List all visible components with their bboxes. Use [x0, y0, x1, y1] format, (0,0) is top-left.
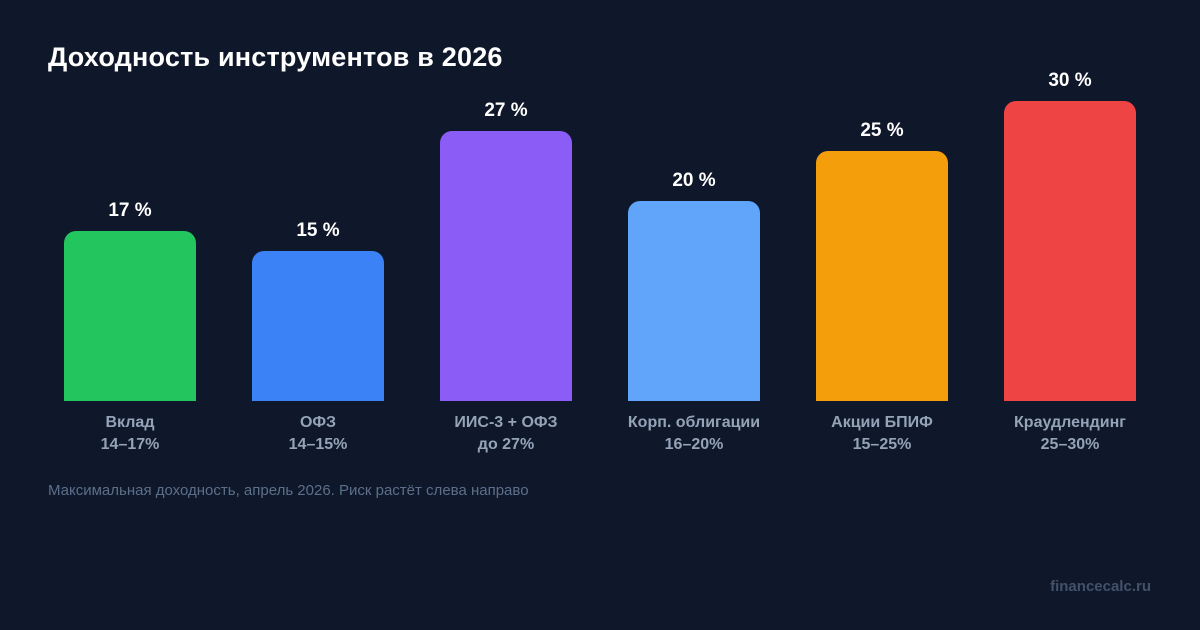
bar-column-iis3-ofz: 27 % ИИС-3 + ОФЗ до 27% [440, 69, 572, 456]
chart-title: Доходность инструментов в 2026 [48, 42, 503, 72]
bar-column-corp-bonds: 20 % Корп. облигации 16–20% [628, 69, 760, 456]
bar-value-label: 30 % [1048, 70, 1092, 91]
category-name: Краудлендинг [1014, 414, 1126, 431]
bar-column-crowdlending: 30 % Краудлендинг 25–30% [1004, 69, 1136, 456]
bar-category-label: ОФЗ 14–15% [289, 412, 348, 456]
category-name: Вклад [105, 414, 155, 431]
category-range: 14–17% [100, 436, 160, 453]
bar-category-label: Краудлендинг 25–30% [1014, 412, 1126, 456]
bar-stack: 25 % [816, 69, 948, 401]
bar-corp-bonds [628, 201, 760, 401]
bar-stack: 15 % [252, 69, 384, 401]
bar-value-label: 25 % [860, 120, 904, 141]
category-range: 14–15% [288, 436, 348, 453]
category-range: 15–25% [852, 436, 912, 453]
bar-category-label: Корп. облигации 16–20% [628, 412, 760, 456]
category-range: 25–30% [1040, 436, 1100, 453]
bar-stack: 17 % [64, 69, 196, 401]
bar-chart: 17 % Вклад 14–17% 15 % ОФЗ 14–15% 27 % И… [64, 69, 1136, 456]
category-name: Корп. облигации [627, 414, 761, 431]
category-name: ИИС-3 + ОФЗ [454, 414, 558, 431]
bar-value-label: 17 % [108, 200, 152, 221]
bar-column-deposit: 17 % Вклад 14–17% [64, 69, 196, 456]
category-range: до 27% [477, 436, 535, 453]
chart-footnote: Максимальная доходность, апрель 2026. Ри… [48, 482, 529, 499]
bar-category-label: ИИС-3 + ОФЗ до 27% [454, 412, 557, 456]
bar-stack: 30 % [1004, 69, 1136, 401]
bar-category-label: Акции БПИФ 15–25% [831, 412, 933, 456]
bar-value-label: 20 % [672, 170, 716, 191]
bar-iis3-ofz [440, 131, 572, 401]
bar-column-ofz: 15 % ОФЗ 14–15% [252, 69, 384, 456]
bar-category-label: Вклад 14–17% [101, 412, 160, 456]
bar-stack: 27 % [440, 69, 572, 401]
bar-deposit [64, 231, 196, 401]
category-range: 16–20% [664, 436, 724, 453]
bar-crowdlending [1004, 101, 1136, 401]
watermark-site-name: financecalc.ru [1050, 578, 1151, 595]
bar-bpif-stocks [816, 151, 948, 401]
category-name: Акции БПИФ [831, 414, 933, 431]
bar-ofz [252, 251, 384, 401]
category-name: ОФЗ [299, 414, 337, 431]
bar-column-bpif-stocks: 25 % Акции БПИФ 15–25% [816, 69, 948, 456]
bar-value-label: 27 % [484, 100, 528, 121]
bar-value-label: 15 % [296, 220, 340, 241]
bar-stack: 20 % [628, 69, 760, 401]
